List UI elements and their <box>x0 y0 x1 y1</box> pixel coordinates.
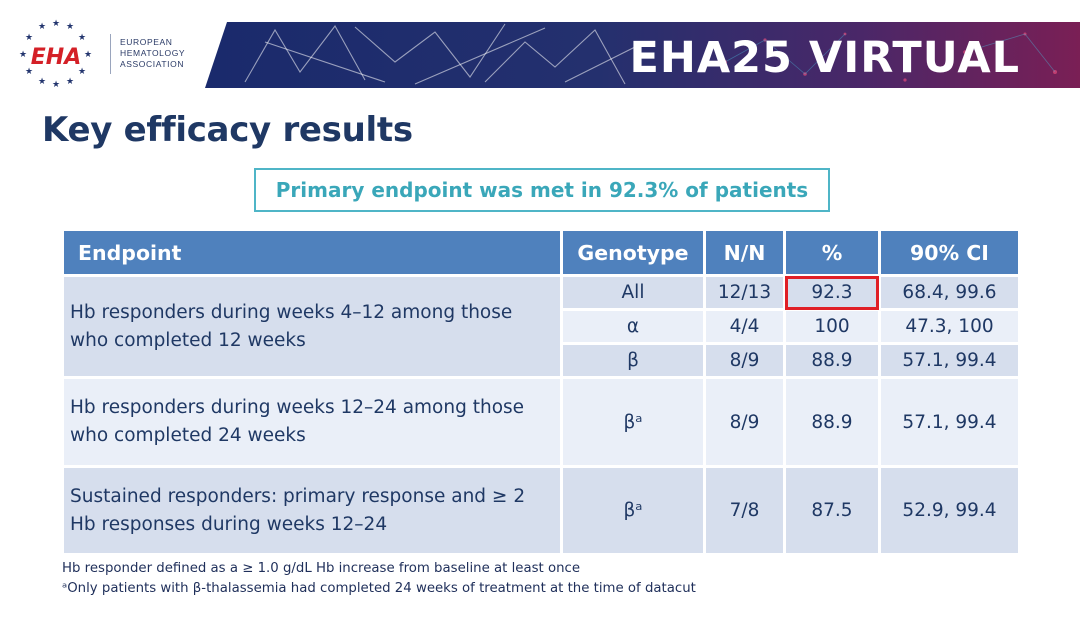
svg-text:★: ★ <box>66 77 74 87</box>
svg-text:★: ★ <box>25 33 33 43</box>
banner-background <box>205 22 1080 88</box>
ci-cell: 68.4, 99.6 <box>881 277 1018 308</box>
genotype-cell: βᵃ <box>563 468 703 553</box>
header-genotype: Genotype <box>563 231 703 274</box>
svg-text:EHA: EHA <box>31 45 81 70</box>
footnote-definition: Hb responder defined as a ≥ 1.0 g/dL Hb … <box>62 561 581 576</box>
svg-text:★: ★ <box>19 50 27 60</box>
highlight-box <box>785 276 879 310</box>
slide-title: Key efficacy results <box>42 110 413 150</box>
ci-cell: 57.1, 99.4 <box>881 379 1018 465</box>
eha-logo-mark: ★ ★ ★ ★ ★ ★ ★ ★ ★ ★ ★ ★ EHA <box>19 19 92 88</box>
svg-text:★: ★ <box>78 33 86 43</box>
percent-cell: 92.3 <box>786 277 878 308</box>
genotype-cell: β <box>563 345 703 376</box>
endpoint-cell-weeks-12-24: Hb responders during weeks 12–24 among t… <box>64 379 560 465</box>
percent-cell: 88.9 <box>786 345 878 376</box>
svg-text:★: ★ <box>38 22 46 32</box>
svg-text:★: ★ <box>25 67 33 77</box>
nn-cell: 8/9 <box>706 345 783 376</box>
eha-logo: ★ ★ ★ ★ ★ ★ ★ ★ ★ ★ ★ ★ EHA EUROPEAN HEMATOLOGY… <box>14 18 204 88</box>
primary-endpoint-callout: Primary endpoint was met in 92.3% of pat… <box>254 168 830 212</box>
svg-text:★: ★ <box>52 80 60 88</box>
conference-banner: EHA25 VIRTUAL <box>205 22 1080 88</box>
header-nn: N/N <box>706 231 783 274</box>
genotype-cell: All <box>563 277 703 308</box>
genotype-cell: α <box>563 311 703 342</box>
ci-cell: 57.1, 99.4 <box>881 345 1018 376</box>
nn-cell: 4/4 <box>706 311 783 342</box>
header-ci: 90% CI <box>881 231 1018 274</box>
logo-divider <box>110 34 111 74</box>
endpoint-cell-sustained-responders: Sustained responders: primary response a… <box>64 468 560 553</box>
percent-cell: 100 <box>786 311 878 342</box>
header-endpoint: Endpoint <box>64 231 560 274</box>
ci-cell: 52.9, 99.4 <box>881 468 1018 553</box>
svg-text:★: ★ <box>78 67 86 77</box>
header-percent: % <box>786 231 878 274</box>
footnote-a: ᵃOnly patients with β-thalassemia had co… <box>62 581 696 596</box>
svg-text:★: ★ <box>66 22 74 32</box>
endpoint-cell-weeks-4-12: Hb responders during weeks 4–12 among th… <box>64 277 560 376</box>
genotype-cell: βᵃ <box>563 379 703 465</box>
nn-cell: 12/13 <box>706 277 783 308</box>
percent-cell: 88.9 <box>786 379 878 465</box>
efficacy-results-table: Endpoint Genotype N/N % 90% CI Hb respon… <box>64 231 1018 553</box>
banner-title: EHA25 VIRTUAL <box>629 33 1020 83</box>
logo-org-name: EUROPEAN HEMATOLOGY ASSOCIATION <box>120 37 186 69</box>
ci-cell: 47.3, 100 <box>881 311 1018 342</box>
svg-text:★: ★ <box>84 50 92 60</box>
svg-text:★: ★ <box>38 77 46 87</box>
percent-cell: 87.5 <box>786 468 878 553</box>
nn-cell: 7/8 <box>706 468 783 553</box>
nn-cell: 8/9 <box>706 379 783 465</box>
svg-text:★: ★ <box>52 19 60 29</box>
